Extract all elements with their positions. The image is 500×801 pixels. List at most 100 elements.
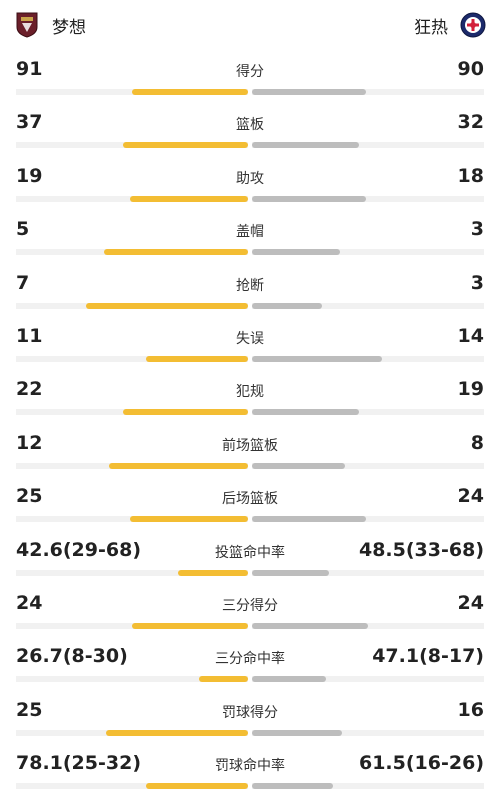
home-team-name: 梦想: [52, 17, 86, 38]
stats-list: 91 得分 90 37 篮板 32 19 助攻 18 5 盖帽 3 7 抢断 3 11 失误 14 22 犯规 19 12…: [0, 54, 500, 801]
away-stat-bar-track: [252, 142, 484, 149]
home-stat-bar: [178, 569, 248, 576]
home-stat-bar-track: [16, 462, 248, 469]
home-stat-bar: [132, 89, 248, 95]
home-stat-bar-track: [16, 195, 248, 202]
stat-label: 投篮命中率: [215, 544, 285, 561]
stat-label: 三分得分: [222, 597, 278, 614]
away-stat-bar: [252, 729, 342, 736]
home-stat-value: 37: [16, 111, 43, 134]
home-stat-bar-track: [16, 409, 248, 416]
home-stat-bar-track: [16, 729, 248, 736]
stat-label: 助攻: [236, 170, 264, 187]
away-stat-value: 24: [457, 591, 484, 614]
away-stat-bar-track: [252, 729, 484, 736]
away-stat-bar: [252, 783, 333, 790]
stat-label: 篮板: [236, 117, 264, 134]
home-team[interactable]: 梦想: [16, 12, 86, 38]
away-stat-bar-track: [252, 249, 484, 256]
home-stat-bar-track: [16, 89, 248, 95]
home-stat-bar: [123, 409, 248, 416]
home-stat-bar: [132, 622, 248, 629]
home-stat-bar-track: [16, 569, 248, 576]
home-stat-bar: [130, 195, 248, 202]
home-stat-bar: [146, 783, 248, 790]
home-stat-value: 5: [16, 218, 30, 241]
away-stat-value: 48.5(33-68): [358, 538, 484, 561]
stat-row: 37 篮板 32: [0, 107, 500, 160]
away-stat-value: 3: [470, 218, 484, 241]
away-team[interactable]: 狂热: [414, 12, 486, 38]
home-stat-bar: [130, 516, 248, 523]
home-stat-bar: [86, 302, 248, 309]
home-stat-bar: [199, 676, 248, 683]
away-stat-bar: [252, 89, 366, 95]
home-stat-bar: [104, 249, 248, 256]
home-stat-bar: [123, 142, 248, 149]
home-stat-value: 25: [16, 485, 43, 508]
home-stat-bar-track: [16, 142, 248, 149]
home-stat-bar-track: [16, 249, 248, 256]
stat-row: 78.1(25-32) 罚球命中率 61.5(16-26): [0, 748, 500, 801]
away-stat-bar: [252, 249, 340, 256]
team-header: 梦想 狂热: [0, 0, 500, 52]
stat-label: 得分: [236, 64, 264, 80]
stat-row: 24 三分得分 24: [0, 588, 500, 641]
away-stat-bar-track: [252, 462, 484, 469]
stat-row: 19 助攻 18: [0, 161, 500, 214]
home-stat-bar-track: [16, 676, 248, 683]
away-stat-bar: [252, 676, 326, 683]
away-stat-bar: [252, 355, 382, 362]
home-stat-bar-track: [16, 516, 248, 523]
away-stat-value: 3: [470, 271, 484, 294]
home-stat-value: 25: [16, 698, 43, 721]
away-stat-value: 16: [457, 698, 484, 721]
home-stat-bar-track: [16, 302, 248, 309]
home-stat-value: 78.1(25-32): [16, 752, 142, 775]
away-stat-bar: [252, 195, 366, 202]
away-team-logo-icon: [460, 12, 486, 38]
away-stat-bar: [252, 516, 366, 523]
home-stat-value: 7: [16, 271, 30, 294]
away-stat-value: 18: [457, 164, 484, 187]
away-stat-bar-track: [252, 409, 484, 416]
away-stat-bar: [252, 302, 322, 309]
home-stat-bar: [146, 355, 248, 362]
home-stat-value: 26.7(8-30): [16, 645, 128, 668]
home-stat-value: 24: [16, 591, 43, 614]
away-stat-value: 19: [457, 378, 484, 401]
away-team-name: 狂热: [414, 17, 448, 38]
stat-label: 前场篮板: [222, 437, 278, 454]
away-stat-bar: [252, 462, 345, 469]
stat-label: 三分命中率: [215, 651, 285, 668]
away-stat-bar: [252, 569, 329, 576]
home-stat-bar-track: [16, 355, 248, 362]
stat-row: 42.6(29-68) 投篮命中率 48.5(33-68): [0, 535, 500, 588]
home-stat-value: 11: [16, 324, 43, 347]
home-stat-bar-track: [16, 783, 248, 790]
away-stat-value: 24: [457, 485, 484, 508]
home-stat-value: 12: [16, 431, 43, 454]
stat-label: 罚球得分: [222, 704, 278, 721]
away-stat-bar-track: [252, 89, 484, 95]
away-stat-bar-track: [252, 355, 484, 362]
stat-label: 抢断: [236, 277, 264, 294]
stat-label: 罚球命中率: [215, 758, 285, 775]
stat-label: 犯规: [236, 384, 264, 401]
stat-row: 91 得分 90: [0, 54, 500, 107]
away-stat-bar-track: [252, 676, 484, 683]
away-stat-value: 90: [457, 58, 484, 80]
away-stat-value: 8: [470, 431, 484, 454]
away-stat-bar: [252, 142, 359, 149]
home-stat-value: 91: [16, 58, 43, 80]
home-stat-bar: [106, 729, 248, 736]
stat-row: 25 后场篮板 24: [0, 481, 500, 534]
stat-row: 22 犯规 19: [0, 374, 500, 427]
stat-label: 后场篮板: [222, 491, 278, 508]
stat-label: 盖帽: [236, 224, 264, 241]
stat-row: 25 罚球得分 16: [0, 695, 500, 748]
home-stat-value: 19: [16, 164, 43, 187]
stat-row: 11 失误 14: [0, 321, 500, 374]
away-stat-bar-track: [252, 302, 484, 309]
home-team-logo-icon: [16, 12, 38, 38]
